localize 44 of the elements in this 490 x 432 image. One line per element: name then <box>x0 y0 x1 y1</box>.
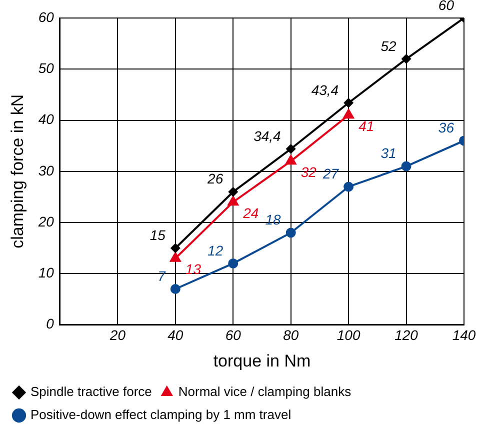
data-label: 12 <box>208 242 224 258</box>
data-label: 34,4 <box>254 128 282 144</box>
data-label: 24 <box>242 204 259 221</box>
x-tick-label: 140 <box>452 327 476 344</box>
legend-label: Normal vice / clamping blanks <box>178 384 352 400</box>
data-label: 41 <box>358 118 374 134</box>
point <box>284 154 297 165</box>
x-tick-label: 80 <box>283 327 299 344</box>
point <box>286 228 296 238</box>
point <box>170 284 180 294</box>
y-axis-title: clamping force in kN <box>8 94 27 248</box>
point <box>227 195 240 206</box>
point <box>228 186 238 197</box>
data-label: 31 <box>380 145 396 162</box>
x-axis-title: torque in Nm <box>213 351 311 370</box>
data-label: 13 <box>185 261 202 278</box>
x-tick-label: 120 <box>394 327 418 344</box>
point <box>342 108 355 119</box>
x-tick-label: 60 <box>225 327 242 344</box>
point <box>170 243 180 254</box>
data-label: 60 <box>438 0 454 13</box>
x-tick-label: 100 <box>336 327 360 344</box>
data-label: 36 <box>438 120 454 136</box>
point <box>401 161 412 172</box>
x-tick-label: 40 <box>168 327 184 344</box>
y-tick-label: 0 <box>46 316 54 332</box>
y-tick-label: 40 <box>38 111 54 128</box>
y-tick-label: 30 <box>38 162 54 178</box>
data-label: 26 <box>206 170 224 187</box>
point <box>401 54 412 64</box>
data-label: 52 <box>380 38 396 54</box>
point <box>286 144 296 154</box>
point <box>344 98 354 108</box>
data-label: 15 <box>150 226 166 243</box>
legend-label: Spindle tractive force <box>30 384 152 400</box>
y-tick-label: 60 <box>38 8 54 25</box>
data-label: 43,4 <box>311 82 339 98</box>
y-tick-label: 20 <box>37 213 54 230</box>
point <box>228 258 238 268</box>
point <box>344 182 354 192</box>
x-tick-label: 20 <box>108 327 126 344</box>
legend-label: Positive-down effect clamping by 1 mm travel <box>30 407 292 422</box>
y-tick-label: 10 <box>38 264 54 281</box>
y-tick-label: 50 <box>38 60 54 76</box>
